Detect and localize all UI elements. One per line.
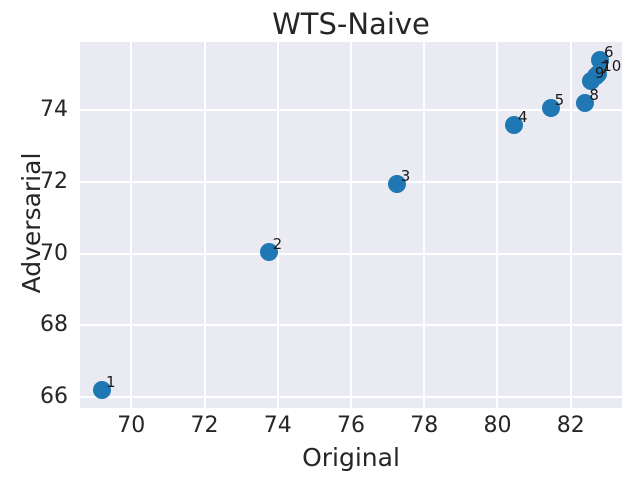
plot-area: 1 2 3 4 5 6 7 8 9 10 <box>80 42 622 408</box>
chart-title: WTS-Naive <box>272 7 430 41</box>
grid-line-horizontal <box>80 109 622 112</box>
grid-line-vertical <box>569 42 572 408</box>
y-tick-label: 68 <box>40 312 68 338</box>
data-point <box>387 174 406 193</box>
x-tick-label: 80 <box>483 413 512 438</box>
x-tick-label: 76 <box>337 413 365 438</box>
y-tick-label: 70 <box>40 240 68 266</box>
data-point <box>504 115 523 134</box>
grid-line-vertical <box>276 42 279 408</box>
point-label: 2 <box>272 234 283 253</box>
y-tick-label: 66 <box>40 384 68 410</box>
grid-line-vertical <box>496 42 499 408</box>
point-label: 3 <box>400 166 411 185</box>
point-label: 9 <box>594 64 605 83</box>
grid-line-vertical <box>423 42 426 408</box>
x-axis-label: Original <box>302 443 400 472</box>
grid-line-vertical <box>130 42 133 408</box>
data-point <box>541 99 560 118</box>
point-label: 1 <box>105 373 116 392</box>
grid-line-vertical <box>203 42 206 408</box>
grid-line-horizontal <box>80 396 622 399</box>
y-axis-label: Adversarial <box>17 152 46 294</box>
point-label: 10 <box>602 57 622 76</box>
data-point <box>576 94 595 112</box>
y-tick-label: 72 <box>40 168 68 194</box>
x-tick-label: 70 <box>117 413 146 438</box>
grid-line-horizontal <box>80 324 622 327</box>
point-label: 6 <box>604 42 614 61</box>
point-label: 4 <box>517 107 528 126</box>
grid-line-horizontal <box>80 180 622 183</box>
x-tick-label: 82 <box>556 413 585 438</box>
data-point <box>591 50 610 69</box>
y-tick-label: 74 <box>40 97 68 123</box>
point-label: 7 <box>600 59 610 78</box>
data-point <box>259 242 278 261</box>
grid-line-vertical <box>350 42 352 408</box>
x-tick-label: 72 <box>190 413 219 438</box>
point-label: 8 <box>589 86 599 104</box>
data-point <box>589 65 608 84</box>
x-tick-label: 74 <box>263 413 292 438</box>
point-label: 5 <box>554 91 565 110</box>
grid-line-horizontal <box>80 252 622 255</box>
data-point <box>92 381 111 400</box>
x-tick-label: 78 <box>410 413 439 438</box>
